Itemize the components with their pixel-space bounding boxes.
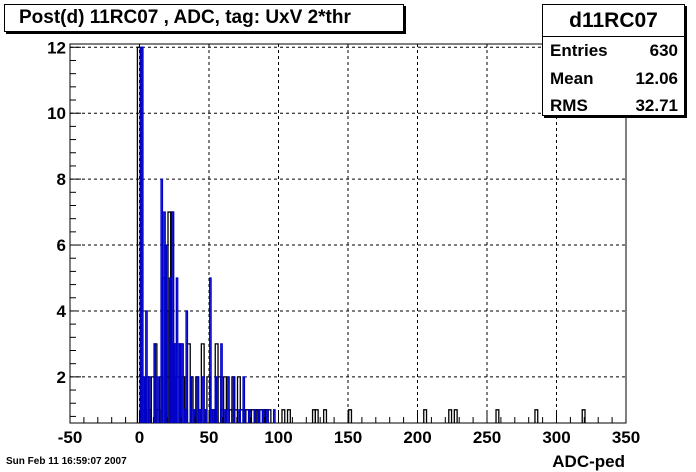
histogram-bar — [227, 376, 230, 423]
stats-histogram-name: d11RC07 — [543, 5, 684, 37]
y-tick-label: 4 — [57, 302, 67, 321]
histogram-bar — [156, 376, 159, 423]
x-tick-label: 0 — [135, 428, 144, 447]
timestamp: Sun Feb 11 16:59:07 2007 — [6, 456, 127, 467]
y-tick-label: 10 — [47, 104, 66, 123]
histogram-bar — [172, 343, 176, 423]
axes: -50 0 50 100 150 200 250 300 350 2 4 6 8 10 12 — [47, 38, 640, 447]
x-tick-label: 350 — [612, 428, 640, 447]
stats-value: 630 — [649, 41, 678, 60]
stats-value: 32.71 — [635, 96, 678, 115]
x-tick-label: 200 — [403, 428, 431, 447]
histogram-bar — [140, 46, 144, 423]
y-tick-label: 6 — [57, 236, 66, 255]
x-tick-label: 50 — [200, 428, 219, 447]
stats-label: RMS — [550, 96, 588, 115]
histogram-bar — [453, 409, 458, 423]
histogram-bar — [232, 376, 236, 423]
histogram-bar — [164, 244, 168, 423]
histogram-bar — [534, 409, 539, 423]
histogram-bar — [247, 409, 251, 423]
histogram-bar — [423, 409, 428, 423]
histogram-bar — [272, 409, 276, 423]
histogram-bar — [160, 178, 164, 423]
histogram-bar — [199, 409, 202, 423]
x-axis-label: ADC-ped — [552, 452, 625, 471]
histogram-bar — [202, 376, 205, 423]
histogram-bar — [211, 409, 215, 423]
histogram-bar — [314, 409, 319, 423]
histogram-bar — [253, 409, 257, 423]
histogram-bar — [581, 409, 586, 423]
stats-value: 12.06 — [635, 68, 678, 88]
stats-label: Entries — [550, 41, 608, 60]
histogram-bar — [214, 376, 218, 423]
stats-row-mean: Mean 12.06 — [543, 65, 684, 93]
histogram-bar — [175, 277, 179, 423]
y-tick-label: 12 — [47, 38, 66, 57]
histogram-bar — [147, 376, 151, 423]
stats-row-rms: RMS 32.71 — [543, 92, 684, 120]
histogram-bar — [189, 376, 193, 423]
histogram-bar — [185, 310, 189, 423]
histogram-bar — [171, 211, 175, 423]
histogram-bar — [323, 409, 328, 423]
histogram-bar — [448, 409, 453, 423]
y-tick-label: 8 — [57, 170, 66, 189]
histogram-bar — [220, 343, 223, 423]
histogram-bar — [286, 409, 291, 423]
stats-row-entries: Entries 630 — [543, 37, 684, 65]
histogram-bar — [181, 343, 184, 423]
histogram-bar — [145, 310, 148, 423]
x-tick-label: 250 — [473, 428, 501, 447]
histogram-bar — [238, 409, 241, 423]
histogram-bar — [209, 277, 212, 423]
histogram-bar — [257, 409, 261, 423]
histogram-bar — [261, 409, 265, 423]
histogram-bar — [192, 409, 196, 423]
histogram-bar — [224, 409, 228, 423]
x-tick-label: 300 — [542, 428, 570, 447]
histogram-bar — [204, 409, 208, 423]
histogram-bar — [242, 376, 246, 423]
histogram-bar — [266, 409, 269, 423]
histogram-bar — [153, 343, 157, 423]
chart-title: Post(d) 11RC07 , ADC, tag: UxV 2*thr — [4, 4, 404, 32]
stats-box: d11RC07 Entries 630 Mean 12.06 RMS 32.71 — [542, 4, 685, 116]
histogram-bar — [142, 376, 146, 423]
x-tick-label: 150 — [334, 428, 362, 447]
histogram-bar — [178, 343, 182, 423]
histogram-bar — [222, 376, 228, 423]
y-tick-label: 2 — [57, 368, 66, 387]
overlay-series — [139, 46, 276, 423]
histogram-bar — [196, 376, 200, 423]
histogram-bar — [281, 409, 286, 423]
stats-label: Mean — [550, 68, 594, 88]
histogram-bar — [495, 409, 500, 423]
x-tick-label: 100 — [264, 428, 292, 447]
histogram-bar — [348, 409, 353, 423]
histogram-bar — [236, 376, 241, 423]
x-tick-label: -50 — [58, 428, 83, 447]
